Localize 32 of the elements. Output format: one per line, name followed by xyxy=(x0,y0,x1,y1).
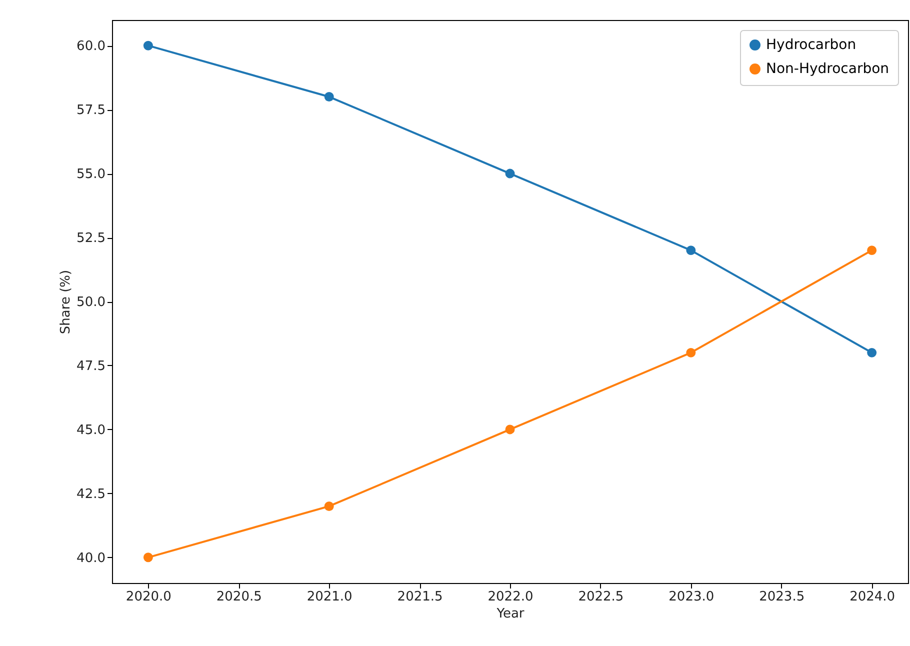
x-tick-label: 2022.0 xyxy=(488,590,534,604)
point xyxy=(324,501,334,511)
y-tick-label: 50.0 xyxy=(76,295,106,310)
y-tick-label: 57.5 xyxy=(76,103,106,118)
point xyxy=(324,92,334,102)
y-axis-title: Share (%) xyxy=(58,270,74,334)
point xyxy=(686,246,696,256)
y-tick-label: 47.5 xyxy=(76,358,106,374)
y-tick-label: 42.5 xyxy=(76,486,106,502)
point xyxy=(686,348,696,358)
legend-label: Hydrocarbon xyxy=(766,37,856,53)
x-tick-label: 2022.5 xyxy=(578,590,624,604)
point xyxy=(505,424,515,434)
point xyxy=(143,552,153,562)
point xyxy=(867,348,877,358)
y-tick-label: 60.0 xyxy=(76,39,106,54)
y-tick-label: 52.5 xyxy=(76,231,106,246)
x-tick-label: 2021.0 xyxy=(306,590,352,604)
y-tick-label: 40.0 xyxy=(76,550,106,566)
x-tick-label: 2020.0 xyxy=(126,590,172,604)
y-tick-label: 45.0 xyxy=(76,422,106,438)
x-tick-label: 2021.5 xyxy=(397,590,443,604)
x-tick-label: 2024.0 xyxy=(850,590,896,604)
x-tick-label: 2023.5 xyxy=(759,590,805,604)
point xyxy=(143,40,153,50)
x-tick-label: 2023.0 xyxy=(668,590,714,604)
legend-label: Non-Hydrocarbon xyxy=(766,61,890,77)
x-tick-label: 2020.5 xyxy=(216,590,262,604)
y-tick-label: 55.0 xyxy=(76,167,106,182)
point xyxy=(505,168,515,178)
point xyxy=(867,246,877,256)
x-axis-title: Year xyxy=(496,606,525,622)
